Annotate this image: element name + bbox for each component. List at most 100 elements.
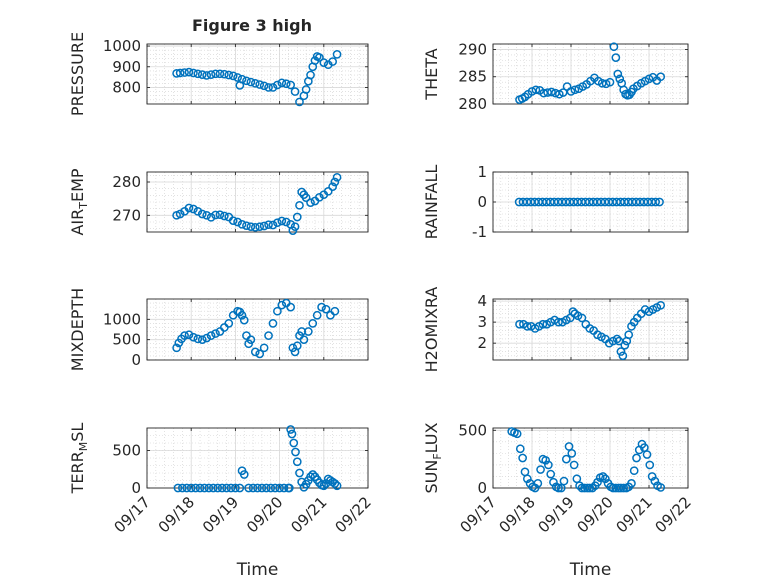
data-point — [235, 483, 245, 493]
data-point — [257, 483, 267, 493]
data-point — [246, 222, 256, 232]
data-point — [242, 76, 251, 86]
y-axis-label: PRESSURE — [68, 32, 87, 116]
data-point — [323, 186, 333, 196]
y-tick-label: 280 — [458, 95, 487, 113]
data-point — [237, 219, 247, 229]
data-point — [650, 476, 660, 486]
data-point — [308, 319, 318, 328]
y-tick-label: 3 — [477, 313, 487, 331]
data-point — [569, 460, 579, 470]
data-point — [562, 82, 572, 91]
data-point — [593, 477, 602, 487]
data-point — [213, 483, 223, 493]
data-point — [237, 74, 247, 84]
data-point — [273, 218, 282, 228]
y-axis-label: H2OMIXRA — [422, 287, 441, 373]
y-tick-label: 2 — [477, 334, 487, 352]
data-point — [189, 204, 198, 214]
data-point — [538, 319, 548, 329]
data-point — [619, 483, 629, 493]
data-point — [321, 304, 331, 314]
data-point — [598, 472, 608, 481]
data-point — [629, 466, 639, 476]
y-tick-label: 900 — [112, 58, 141, 76]
data-point — [255, 349, 265, 359]
data-point — [286, 80, 295, 90]
x-tick-label: 09/20 — [574, 493, 617, 536]
data-point — [172, 69, 181, 78]
y-tick-label: 270 — [112, 206, 141, 224]
data-point — [281, 79, 291, 89]
data-point — [554, 483, 563, 493]
data-point — [656, 483, 666, 492]
data-point — [268, 83, 278, 92]
data-point — [197, 209, 207, 219]
data-point — [246, 335, 256, 345]
data-point — [286, 425, 295, 434]
x-tick-label: 09/22 — [332, 493, 375, 536]
data-point — [651, 197, 660, 207]
data-point — [531, 85, 541, 95]
x-tick-label: 09/17 — [457, 493, 500, 536]
figure-title: Figure 3 high — [192, 16, 312, 35]
data-point — [577, 313, 587, 323]
data-point — [287, 429, 297, 439]
data-point — [231, 483, 240, 493]
data-point — [642, 450, 652, 459]
data-point — [620, 340, 630, 350]
y-tick-label: 1 — [477, 163, 487, 181]
y-tick-label: 285 — [458, 68, 487, 86]
data-point — [175, 209, 185, 219]
data-point — [554, 317, 563, 327]
y-tick-label: 500 — [112, 331, 141, 349]
data-point — [239, 315, 249, 325]
axes-box — [492, 43, 689, 105]
data-point — [512, 429, 522, 439]
x-axis-label: Time — [569, 560, 612, 580]
data-point — [211, 329, 220, 338]
data-point — [627, 479, 636, 488]
data-point — [332, 49, 342, 59]
y-tick-label: -1 — [472, 223, 487, 241]
data-point — [572, 474, 582, 484]
data-point — [228, 216, 238, 226]
data-point — [250, 347, 260, 357]
data-point — [202, 333, 212, 343]
data-point — [266, 483, 276, 493]
y-tick-label: 0 — [477, 479, 487, 497]
data-point — [332, 481, 342, 491]
data-point — [561, 454, 571, 464]
data-point — [315, 192, 324, 202]
data-point — [173, 483, 183, 493]
x-tick-label: 09/22 — [652, 493, 695, 536]
data-point — [295, 200, 304, 210]
axes-box — [146, 43, 369, 105]
data-point — [242, 221, 251, 231]
data-point — [206, 331, 216, 340]
data-point — [286, 302, 295, 312]
data-point — [277, 300, 287, 310]
data-point — [618, 351, 628, 361]
data-point — [656, 300, 666, 310]
data-point — [522, 321, 532, 331]
data-point — [319, 58, 329, 67]
data-point — [220, 69, 229, 79]
data-point — [211, 69, 220, 79]
data-point — [197, 70, 207, 79]
y-axis-label: SUNFLUX — [422, 422, 444, 493]
data-point — [332, 172, 342, 182]
data-point — [224, 319, 234, 328]
data-point — [172, 343, 181, 353]
data-point — [295, 468, 304, 478]
y-axis-label: AIRTEMP — [68, 168, 90, 235]
data-point — [303, 327, 313, 336]
data-point — [301, 193, 311, 203]
data-point — [220, 211, 229, 221]
data-point — [178, 483, 187, 493]
data-point — [175, 68, 185, 78]
data-point — [612, 334, 622, 344]
axes-box — [146, 427, 369, 489]
data-point — [182, 483, 192, 493]
